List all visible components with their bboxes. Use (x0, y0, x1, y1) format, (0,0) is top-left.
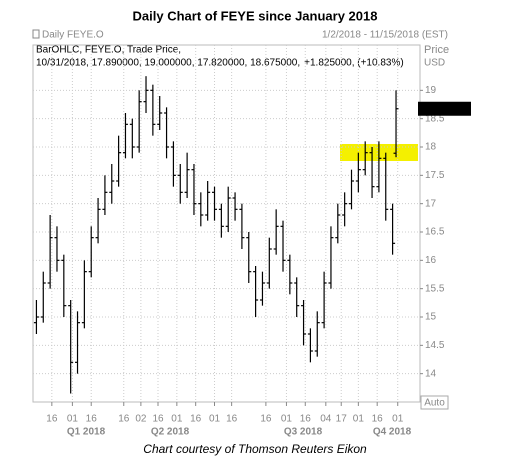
last-price-box (418, 101, 471, 116)
y-tick-label: 14 (425, 368, 437, 379)
x-tick-label: 16 (46, 414, 58, 425)
panel-icon (32, 29, 40, 39)
x-tick-label: 01 (353, 414, 365, 425)
quarter-label: Q1 2018 (67, 427, 106, 438)
x-tick-label: 16 (300, 414, 312, 425)
axis-title: Price (424, 44, 449, 56)
x-tick-label: 01 (209, 414, 221, 425)
x-tick-label: 01 (392, 414, 404, 425)
x-tick-label: 17 (336, 414, 348, 425)
x-tick-label: 01 (67, 414, 79, 425)
y-tick-label: 15 (425, 312, 437, 323)
x-tick-label: 16 (86, 414, 98, 425)
plot-frame (32, 44, 421, 403)
date-range: 1/2/2018 - 11/15/2018 (EST) (322, 30, 448, 41)
x-tick-label: 04 (320, 414, 332, 425)
quarter-label: Q4 2018 (373, 427, 412, 438)
last-price-label: 18.675000 (420, 103, 468, 114)
auto-button[interactable] (420, 395, 449, 410)
auto-button-label[interactable]: Auto (424, 398, 445, 409)
quarter-label: Q3 2018 (284, 427, 323, 438)
x-tick-label: 02 (135, 414, 147, 425)
chart-title: Daily Chart of FEYE since January 2018 (133, 8, 378, 23)
y-tick-label: 17.5 (425, 170, 445, 181)
y-tick-label: 17 (425, 198, 437, 209)
y-tick-label: 15.5 (425, 283, 445, 294)
panel-name: Daily FEYE.O (42, 30, 104, 41)
y-tick-label: 18 (425, 142, 437, 153)
x-tick-label: 16 (152, 414, 164, 425)
quarter-label: Q2 2018 (151, 427, 190, 438)
x-tick-label: 01 (281, 414, 293, 425)
y-tick-label: 16 (425, 255, 437, 266)
x-tick-label: 16 (226, 414, 238, 425)
x-tick-label: 16 (372, 414, 384, 425)
x-tick-label: 01 (171, 414, 183, 425)
x-tick-label: 16 (118, 414, 130, 425)
y-tick-label: 19 (425, 85, 437, 96)
last-bar-info: 10/31/2018, 17.890000, 19.000000, 17.820… (36, 58, 300, 69)
series-info: BarOHLC, FEYE.O, Trade Price, (36, 45, 181, 56)
y-tick-label: 16.5 (425, 227, 445, 238)
last-bar-change: +1.825000, (+10.83%) (304, 58, 404, 69)
x-tick-label: 16 (260, 414, 272, 425)
axis-unit: USD (424, 58, 445, 69)
y-tick-label: 18.5 (425, 113, 445, 124)
footer: Chart courtesy of Thomson Reuters Eikon (143, 442, 367, 456)
x-tick-label: 16 (190, 414, 202, 425)
y-tick-label: 14.5 (425, 340, 445, 351)
